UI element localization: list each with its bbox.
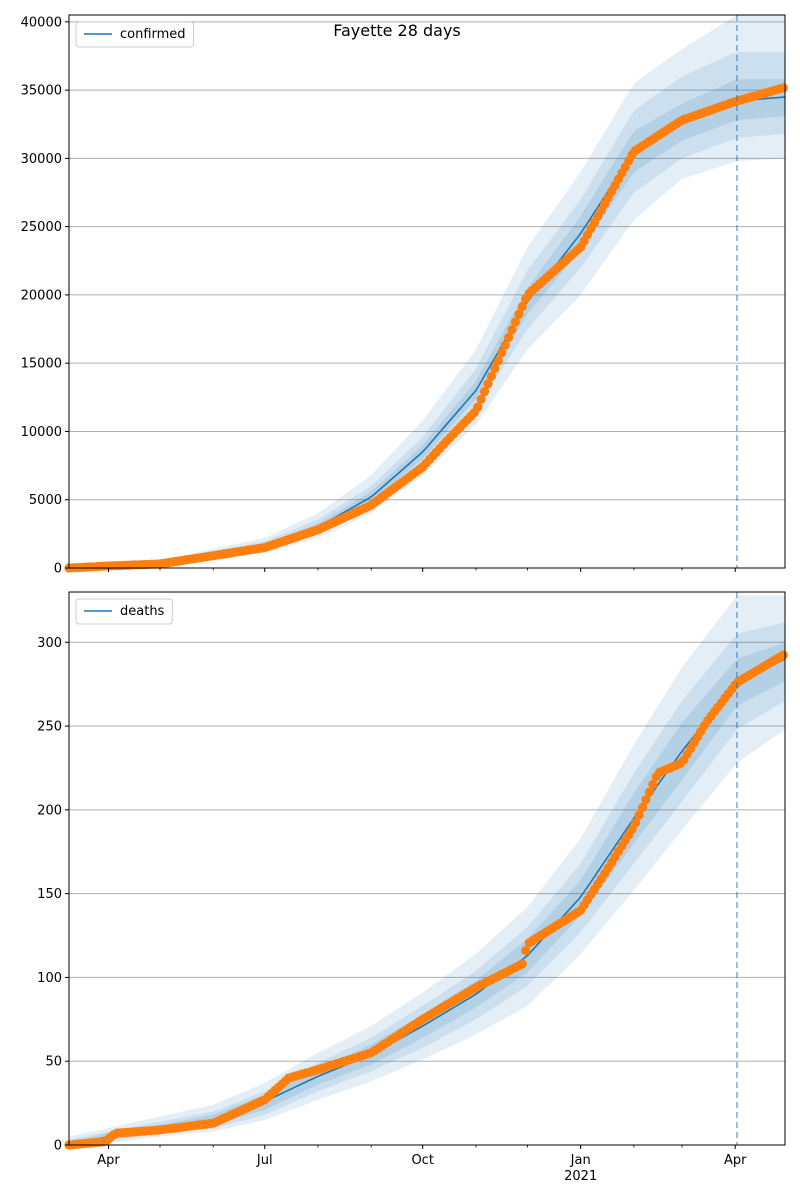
deaths-observed-point xyxy=(644,787,655,797)
confirmed-observed-point xyxy=(500,340,510,350)
confirmed-observed-point xyxy=(490,363,500,373)
deaths-xtick-label: Jul xyxy=(256,1153,273,1168)
figure-title: Fayette 28 days xyxy=(333,21,461,40)
confirmed-ytick-label: 10000 xyxy=(21,425,62,440)
deaths-legend-box xyxy=(75,598,173,625)
confirmed-ytick-label: 25000 xyxy=(21,220,62,235)
confirmed-observed-point xyxy=(493,356,503,366)
deaths-observed-point xyxy=(517,959,527,969)
confirmed-observed-point xyxy=(510,317,520,327)
deaths-ytick-label: 100 xyxy=(37,971,62,986)
confirmed-legend: confirmed xyxy=(75,21,195,48)
deaths-observed-point xyxy=(634,810,644,820)
confirmed-ytick-label: 15000 xyxy=(21,357,62,372)
deaths-band-2 xyxy=(69,622,785,1145)
confirmed-observed-point xyxy=(476,394,486,404)
deaths-uncertainty-bands xyxy=(69,595,785,1145)
deaths-xtick-label: Oct xyxy=(411,1153,433,1168)
deaths-axes-frame xyxy=(68,591,786,1146)
confirmed-panel: 0 5000 10000 15000 20000 25000 30000 35000 40000… xyxy=(21,14,788,577)
confirmed-observed-point xyxy=(483,379,493,389)
deaths-ytick-label: 300 xyxy=(37,636,62,651)
deaths-observed-point xyxy=(641,795,651,805)
confirmed-ytick-label: 5000 xyxy=(29,493,62,508)
confirmed-observed-points xyxy=(64,83,788,573)
deaths-band-3 xyxy=(69,642,785,1145)
deaths-xtick-label: Jan xyxy=(570,1153,591,1168)
confirmed-observed-point xyxy=(517,301,527,312)
confirmed-band-2 xyxy=(69,51,785,568)
deaths-ytick-label: 250 xyxy=(37,720,62,735)
deaths-ytick-label: 0 xyxy=(54,1139,62,1154)
deaths-observed-point xyxy=(648,779,658,790)
deaths-xtick-label: Apr xyxy=(97,1153,120,1168)
confirmed-ytick-label: 30000 xyxy=(21,152,62,167)
deaths-gridlines xyxy=(69,641,785,1062)
confirmed-legend-label: confirmed xyxy=(120,27,186,42)
deaths-legend-label: deaths xyxy=(120,604,165,619)
deaths-legend: deaths xyxy=(75,598,173,625)
confirmed-observed-point xyxy=(507,325,517,335)
deaths-observed-point xyxy=(778,650,788,660)
deaths-observed-point xyxy=(521,946,531,956)
deaths-band-1 xyxy=(69,595,785,1145)
deaths-xtick-label: Apr xyxy=(724,1153,747,1168)
deaths-ytick-label: 150 xyxy=(37,887,62,902)
confirmed-ytick-label: 35000 xyxy=(21,84,62,99)
confirmed-ytick-label: 20000 xyxy=(21,288,62,303)
deaths-y-ticks: 0 50 100 150 200 250 300 xyxy=(37,636,69,1154)
deaths-xtick-sublabel: 2021 xyxy=(564,1169,597,1184)
confirmed-observed-point xyxy=(473,402,483,412)
confirmed-observed-point xyxy=(497,348,507,358)
confirmed-band-1 xyxy=(69,15,785,568)
confirmed-legend-box xyxy=(75,21,195,48)
confirmed-y-ticks: 0 5000 10000 15000 20000 25000 30000 35000 40000 xyxy=(21,15,69,577)
confirmed-x-ticks xyxy=(107,568,736,572)
confirmed-ytick-label: 0 xyxy=(54,562,62,577)
deaths-ytick-label: 200 xyxy=(37,803,62,818)
deaths-observed-point xyxy=(637,802,648,813)
confirmed-observed-point xyxy=(514,309,524,319)
confirmed-axes-frame xyxy=(68,14,786,569)
confirmed-observed-point xyxy=(479,387,490,397)
deaths-ytick-label: 50 xyxy=(45,1055,62,1070)
confirmed-observed-point xyxy=(778,83,788,93)
confirmed-observed-point xyxy=(486,371,496,381)
confirmed-ytick-label: 40000 xyxy=(21,15,62,30)
deaths-observed-point xyxy=(631,818,641,828)
confirmed-observed-point xyxy=(504,332,514,343)
